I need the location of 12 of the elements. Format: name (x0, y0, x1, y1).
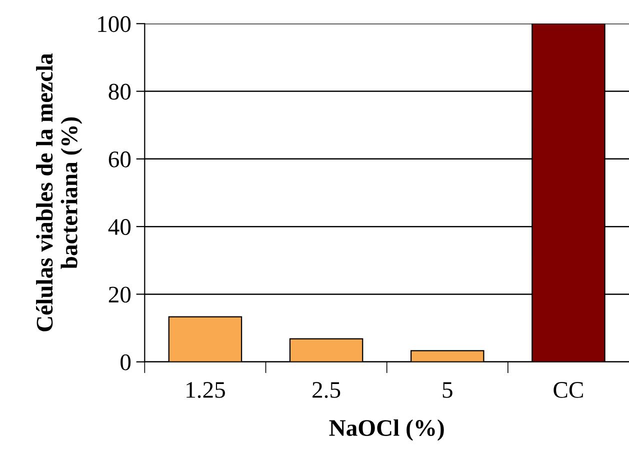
x-axis-title: NaOCl (%) (329, 419, 444, 441)
y-tick-label: 0 (120, 354, 131, 370)
x-tick-label: 1.25 (186, 382, 225, 398)
x-tick-label: 2.5 (312, 382, 340, 398)
y-tick-label: 100 (98, 16, 131, 32)
y-tick-label: 60 (108, 151, 131, 168)
y-tick-label: 40 (108, 219, 131, 235)
x-tick-label: CC (554, 382, 583, 398)
y-tick-label: 80 (108, 84, 131, 100)
y-tick-label: 20 (108, 286, 131, 303)
y-axis-title: Células viables de la mezcla bacteriana (%) (36, 53, 82, 332)
x-tick-label: 5 (442, 382, 452, 398)
